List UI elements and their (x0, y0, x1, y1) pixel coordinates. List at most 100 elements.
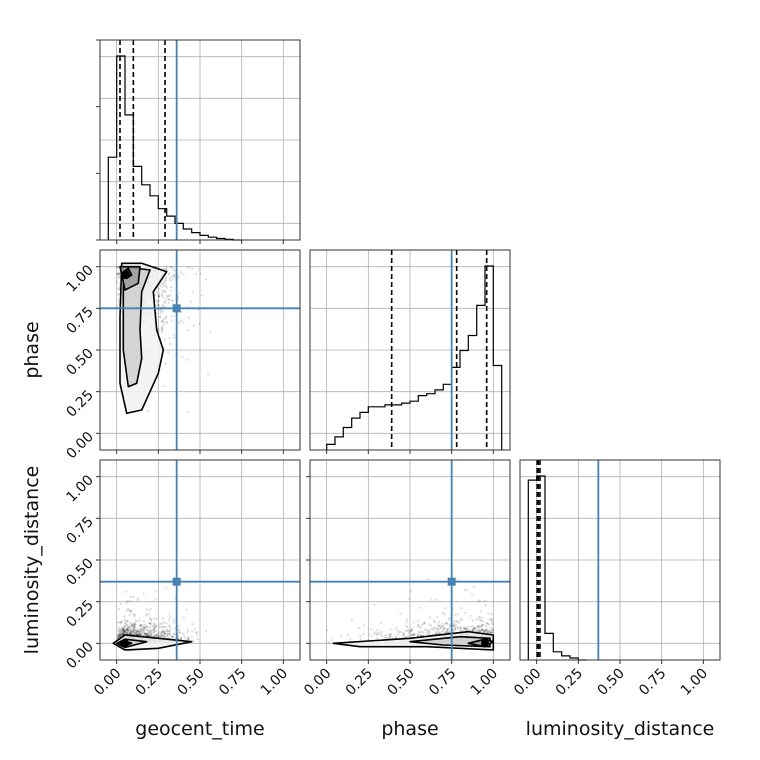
scatter-panel-phase-vs-luminosity-distance: 0.00 0.25 0.50 0.75 1.00 (301, 459, 511, 699)
sample-point (389, 635, 392, 638)
sample-point (479, 610, 482, 613)
sample-point (167, 294, 170, 297)
sample-point (173, 336, 176, 339)
sample-point (162, 323, 165, 326)
sample-point (158, 295, 161, 298)
sample-point (144, 633, 147, 636)
sample-point (125, 630, 128, 634)
sample-point (157, 635, 160, 638)
sample-point (149, 617, 152, 620)
sample-point (490, 631, 493, 634)
sample-point (474, 626, 477, 629)
sample-point (182, 273, 185, 276)
sample-point (416, 624, 419, 628)
sample-point (430, 598, 433, 601)
sample-point (133, 613, 136, 616)
sample-point (180, 319, 183, 322)
sample-point (140, 629, 143, 632)
sample-point (487, 623, 491, 626)
sample-point (407, 629, 410, 632)
sample-point (129, 630, 132, 633)
sample-point (155, 634, 158, 638)
sample-point (169, 289, 172, 292)
sample-point (166, 630, 170, 633)
sample-point (436, 627, 440, 630)
y-tick-label: 0.75 (63, 304, 96, 337)
sample-point (126, 630, 129, 633)
sample-point (422, 621, 425, 624)
sample-point (117, 629, 120, 632)
sample-point (165, 320, 168, 323)
sample-point (164, 299, 168, 302)
sample-point (178, 631, 181, 634)
sample-point (137, 633, 141, 636)
sample-point (471, 629, 474, 632)
sample-point (130, 633, 133, 636)
sample-point (207, 372, 210, 375)
sample-point (177, 322, 180, 325)
sample-point (425, 628, 428, 632)
sample-point (436, 623, 439, 626)
sample-point (169, 627, 172, 630)
sample-point (426, 632, 429, 635)
sample-point (143, 632, 146, 635)
sample-point (121, 626, 124, 629)
sample-point (412, 633, 415, 636)
sample-point (452, 624, 455, 627)
sample-point (119, 630, 122, 633)
sample-point (484, 604, 487, 607)
sample-point (129, 609, 132, 612)
sample-point (490, 619, 493, 622)
sample-point (128, 625, 131, 629)
sample-point (143, 633, 146, 636)
sample-point (158, 635, 161, 638)
sample-point (122, 632, 125, 636)
sample-point (127, 629, 130, 632)
sample-point (129, 632, 132, 636)
sample-point (125, 628, 128, 631)
sample-point (472, 628, 475, 631)
sample-point (471, 593, 474, 596)
sample-point (406, 618, 409, 622)
sample-point (435, 632, 438, 635)
sample-point (129, 631, 132, 635)
sample-point (478, 625, 481, 628)
sample-point (490, 622, 493, 625)
sample-point (399, 630, 402, 634)
sample-point (157, 304, 160, 307)
sample-point (428, 629, 431, 633)
sample-point (481, 629, 484, 632)
sample-point (150, 623, 153, 626)
sample-point (155, 617, 158, 621)
sample-point (204, 630, 207, 633)
sample-point (180, 636, 183, 640)
sample-point (167, 272, 170, 275)
sample-point (161, 294, 164, 297)
sample-point (173, 273, 176, 276)
sample-point (163, 268, 166, 271)
sample-point (394, 627, 398, 630)
sample-point (438, 624, 441, 627)
sample-point (122, 632, 125, 635)
sample-point (128, 628, 131, 631)
sample-point (161, 630, 164, 633)
sample-point (479, 628, 482, 631)
sample-point (187, 638, 190, 641)
sample-point (481, 623, 484, 626)
sample-point (476, 625, 480, 628)
sample-point (160, 310, 163, 313)
x-tick-label: 0.00 (511, 666, 544, 699)
sample-point (129, 610, 132, 613)
sample-point (439, 632, 442, 635)
sample-point (127, 627, 130, 630)
sample-point (122, 631, 125, 635)
sample-point (377, 631, 380, 634)
sample-point (409, 634, 413, 637)
sample-point (168, 613, 171, 616)
sample-point (116, 272, 119, 275)
sample-point (149, 633, 152, 636)
sample-point (182, 321, 185, 324)
sample-point (164, 277, 168, 280)
sample-point (419, 633, 422, 636)
